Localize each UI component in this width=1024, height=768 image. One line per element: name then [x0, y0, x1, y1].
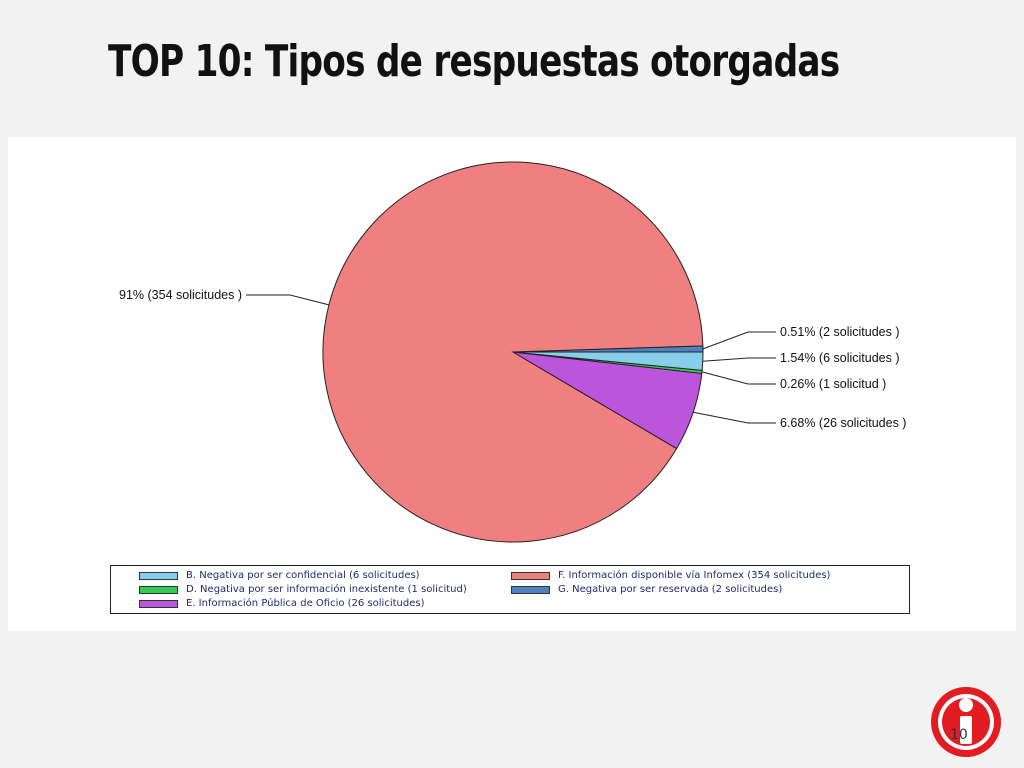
legend-swatch — [139, 571, 178, 580]
slice-data-label: 0.51% (2 solicitudes ) — [780, 325, 900, 339]
legend-label: E. Información Pública de Oficio (26 sol… — [186, 598, 425, 609]
slice-leader-line — [693, 411, 776, 424]
slice-data-label: 0.26% (1 solicitud ) — [780, 377, 886, 391]
pie-slice — [512, 351, 704, 371]
legend-item: G. Negativa por ser reservada (2 solicit… — [511, 584, 782, 595]
legend-label: D. Negativa por ser información inexiste… — [186, 584, 467, 595]
info-i-circle-icon — [931, 687, 1001, 757]
legend-swatch — [139, 599, 178, 608]
slice-data-label: 1.54% (6 solicitudes ) — [780, 351, 900, 365]
slice-leader-line — [246, 294, 330, 306]
legend-label: B. Negativa por ser confidencial (6 soli… — [186, 570, 420, 581]
slice-data-label: 6.68% (26 solicitudes ) — [780, 416, 906, 430]
legend-item: E. Información Pública de Oficio (26 sol… — [139, 598, 424, 609]
legend-label: F. Información disponible vía Infomex (3… — [558, 570, 831, 581]
pie-chart-panel: 0.51% (2 solicitudes ) 1.54% (6 solicitud… — [8, 137, 1016, 631]
chart-legend: B. Negativa por ser confidencial (6 soli… — [110, 565, 910, 614]
slice-data-label: 91% (354 solicitudes ) — [119, 288, 242, 302]
slide-title: TOP 10: Tipos de respuestas otorgadas — [108, 36, 840, 87]
legend-swatch — [139, 585, 178, 594]
legend-swatch — [511, 585, 550, 594]
page-number: 10 — [950, 727, 968, 743]
slice-leader-line — [702, 357, 776, 362]
legend-swatch — [511, 571, 550, 580]
legend-label: G. Negativa por ser reservada (2 solicit… — [558, 584, 783, 595]
legend-item: B. Negativa por ser confidencial (6 soli… — [139, 570, 420, 581]
slice-leader-line — [701, 371, 776, 385]
legend-item: F. Información disponible vía Infomex (3… — [511, 570, 830, 581]
legend-item: D. Negativa por ser información inexiste… — [139, 584, 467, 595]
pie-chart: 0.51% (2 solicitudes ) 1.54% (6 solicitud… — [119, 161, 906, 543]
slice-leader-line — [702, 331, 776, 350]
